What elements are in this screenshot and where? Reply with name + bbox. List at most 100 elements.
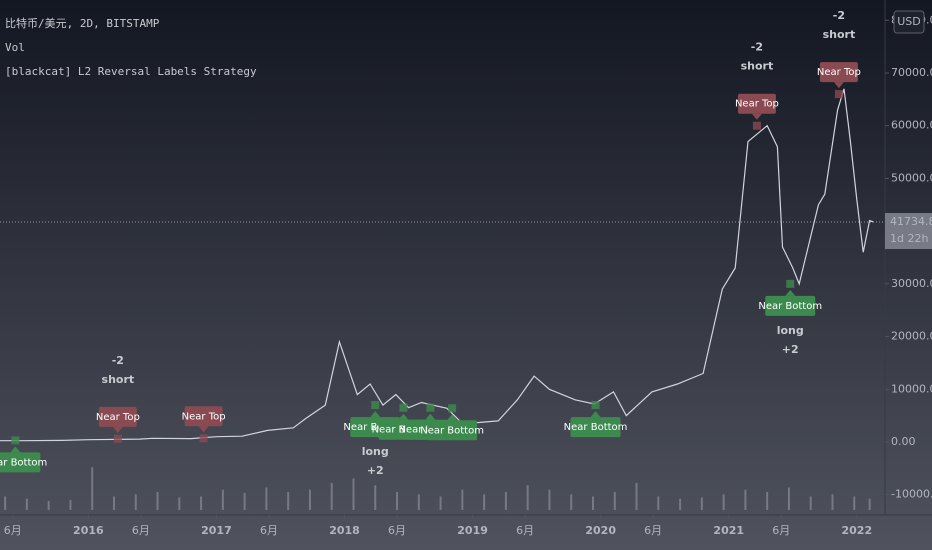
signal-marker (591, 401, 600, 410)
signal-text: short (102, 373, 135, 386)
label-text: Near Bottom (343, 422, 407, 433)
indicator: [blackcat] L2 Reversal Labels Strategy (5, 65, 257, 78)
label-pointer (447, 414, 458, 421)
volume-bar (417, 494, 420, 510)
label-pointer (112, 426, 123, 433)
volume-bar (330, 483, 333, 510)
x-tick-label: 6月 (132, 524, 150, 537)
volume-bar (243, 492, 246, 510)
volume-bar (613, 492, 616, 510)
y-tick-label: -10000.00 (891, 488, 932, 501)
signal-text: +2 (367, 464, 384, 477)
signal-marker (426, 403, 435, 412)
volume-bar (47, 501, 50, 510)
label-pointer (10, 446, 21, 453)
volume-bar (91, 467, 94, 510)
countdown: 1d 22h (890, 232, 928, 245)
price-line (0, 88, 874, 442)
volume-bar (504, 492, 507, 510)
label-text: Near Top (182, 411, 226, 422)
volume-bar (439, 496, 442, 510)
volume-bar (722, 494, 725, 510)
volume-bar (570, 494, 573, 510)
x-tick-label: 2016 (73, 524, 104, 537)
label-box (819, 62, 858, 83)
label-pointer (370, 411, 381, 418)
currency-label: USD (897, 15, 921, 28)
volume-bar (461, 489, 464, 510)
signal-marker (371, 401, 380, 410)
label-box (737, 93, 776, 114)
label-text: Near Top (96, 412, 140, 423)
signal-marker (199, 434, 208, 443)
volume-bar (526, 485, 529, 510)
y-tick-label: 10000.00 (891, 382, 932, 395)
volume-bar (548, 489, 551, 510)
label-pointer (425, 413, 436, 420)
volume-bar (352, 478, 355, 510)
volume-bar (809, 496, 812, 510)
signal-text: short (741, 60, 774, 73)
label-text: Near Bottom (372, 425, 436, 436)
x-tick-label: 6月 (644, 524, 662, 537)
volume-bar (868, 498, 871, 510)
x-tick-label: 6月 (260, 524, 278, 537)
volume-bar (134, 494, 137, 510)
y-tick-label: 30000.00 (891, 277, 932, 290)
volume-bar (700, 497, 703, 510)
y-tick-label: 70000.00 (891, 66, 932, 79)
label-text: Near Bottom (758, 301, 822, 312)
x-tick-label: 2017 (201, 524, 232, 537)
volume-bar (178, 497, 181, 510)
label-box (427, 420, 478, 441)
signal-marker (448, 404, 457, 413)
y-tick-label: 20000.00 (891, 330, 932, 343)
volume-bar (156, 492, 159, 510)
volume-bar (287, 492, 290, 510)
signal-marker (11, 436, 20, 445)
signal-text: long (362, 445, 389, 458)
volume-bar (831, 494, 834, 510)
label-pointer (833, 82, 844, 89)
x-tick-label: 6月 (4, 524, 22, 537)
volume-bar (744, 489, 747, 510)
x-tick-label: 2021 (713, 524, 744, 537)
signal-text: -2 (751, 41, 763, 54)
volume-bar (69, 500, 72, 510)
last-price-label: 41734.80 (890, 215, 932, 228)
currency-button (893, 10, 925, 34)
volume-bar (853, 496, 856, 510)
volume-bar (396, 492, 399, 510)
label-box (570, 417, 621, 438)
signal-text: long (777, 324, 804, 337)
volume-bar (635, 483, 638, 510)
signal-marker (113, 434, 122, 443)
label-box (765, 295, 816, 316)
volume-bar (112, 496, 115, 510)
y-tick-label: 0.00 (891, 435, 916, 448)
label-pointer (785, 289, 796, 296)
x-tick-label: 2019 (457, 524, 488, 537)
volume-bar (591, 496, 594, 510)
volume-bar (4, 496, 7, 510)
volume-bar (483, 494, 486, 510)
volume-bar (787, 487, 790, 510)
label-text: Near Bottom (0, 457, 47, 468)
volume-bar (265, 487, 268, 510)
volume-bar (657, 496, 660, 510)
signal-marker (752, 121, 761, 130)
x-tick-label: 6月 (772, 524, 790, 537)
x-tick-label: 2022 (842, 524, 873, 537)
label-pointer (590, 411, 601, 418)
signal-text: +2 (782, 343, 799, 356)
x-tick-label: 2018 (329, 524, 360, 537)
last-price-box (885, 212, 932, 249)
volume-bar (679, 498, 682, 510)
label-text: Near Top (817, 67, 861, 78)
signal-text: short (823, 28, 856, 41)
volume-bar (221, 489, 224, 510)
signal-text: -2 (833, 9, 845, 22)
volume-bar (374, 485, 377, 510)
